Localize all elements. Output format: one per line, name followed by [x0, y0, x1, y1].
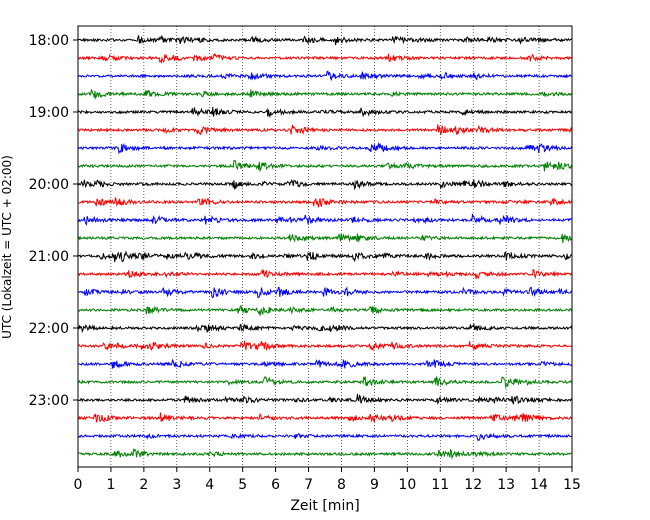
x-tick-label: 10 [398, 477, 416, 493]
x-tick-label: 0 [74, 477, 83, 493]
trace-2215 [77, 340, 573, 352]
trace-1900 [77, 106, 573, 118]
trace-1830 [77, 70, 573, 81]
x-tick-label: 14 [530, 477, 548, 493]
y-axis-label: UTC (Lokalzeit = UTC + 02:00) [0, 155, 14, 339]
plot-frame [77, 25, 573, 468]
y-axis: 18:00 19:00 20:00 21:00 22:00 23:00 [29, 33, 78, 409]
trace-1800 [77, 34, 573, 46]
trace-2100 [77, 250, 573, 263]
y-tick-label: 22:00 [29, 321, 69, 337]
y-tick-label: 20:00 [29, 177, 69, 193]
trace-1845 [77, 89, 573, 100]
trace-2300 [77, 393, 573, 405]
x-tick-label: 15 [563, 477, 581, 493]
traces [77, 34, 573, 460]
x-tick-label: 5 [238, 477, 247, 493]
x-tick-label: 7 [304, 477, 313, 493]
x-tick-label: 9 [370, 477, 379, 493]
trace-2345 [77, 448, 573, 460]
trace-2315 [77, 412, 573, 424]
trace-2200 [77, 322, 573, 334]
x-tick-label: 1 [106, 477, 115, 493]
trace-2015 [77, 196, 573, 208]
x-tick-label: 4 [205, 477, 214, 493]
trace-1915 [77, 124, 573, 136]
x-tick-label: 8 [337, 477, 346, 493]
trace-2230 [77, 358, 573, 369]
x-tick-label: 2 [139, 477, 148, 493]
x-tick-label: 12 [464, 477, 482, 493]
y-tick-label: 18:00 [29, 33, 69, 49]
trace-2245 [77, 375, 573, 389]
y-tick-label: 19:00 [29, 105, 69, 121]
x-axis: 0 1 2 3 4 5 6 7 8 9 10 11 12 13 14 15 [74, 467, 581, 493]
trace-1930 [77, 142, 573, 155]
trace-2115 [77, 268, 573, 280]
x-tick-label: 11 [431, 477, 449, 493]
trace-2045 [77, 233, 573, 244]
trace-2330 [77, 432, 573, 442]
trace-1945 [77, 159, 573, 173]
x-axis-label: Zeit [min] [290, 498, 359, 514]
trace-2130 [77, 286, 573, 299]
trace-2000 [77, 178, 573, 191]
x-tick-label: 6 [271, 477, 280, 493]
y-tick-label: 21:00 [29, 249, 69, 265]
y-tick-label: 23:00 [29, 393, 69, 409]
trace-1815 [77, 53, 573, 64]
trace-2030 [77, 213, 573, 226]
x-tick-label: 13 [497, 477, 515, 493]
trace-2145 [77, 305, 573, 316]
x-tick-label: 3 [172, 477, 181, 493]
